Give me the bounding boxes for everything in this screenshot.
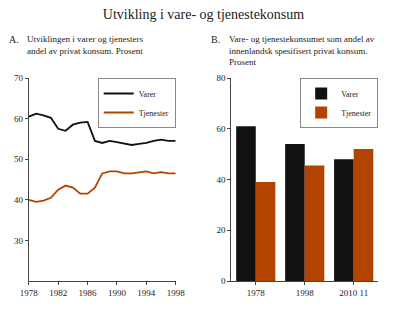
svg-text:Tjenester: Tjenester: [139, 109, 169, 118]
svg-text:Varer: Varer: [139, 90, 157, 99]
svg-text:Tjenester: Tjenester: [341, 109, 371, 118]
svg-text:1998: 1998: [167, 288, 186, 298]
svg-text:80: 80: [216, 73, 226, 83]
svg-text:40: 40: [14, 195, 24, 205]
svg-text:A.: A.: [9, 34, 19, 45]
svg-text:60: 60: [14, 114, 24, 124]
svg-text:B.: B.: [211, 34, 220, 45]
svg-text:1990: 1990: [108, 288, 127, 298]
svg-text:Utviklingen i varer og tjenest: Utviklingen i varer og tjenestersandel a…: [27, 34, 143, 56]
svg-text:20: 20: [216, 225, 226, 235]
svg-text:Utvikling i vare- og tjenestek: Utvikling i vare- og tjenestekonsum: [103, 7, 305, 22]
svg-text:Vare- og tjenestekonsumet som: Vare- og tjenestekonsumet som andel avin…: [229, 34, 375, 67]
svg-text:1978: 1978: [247, 288, 266, 298]
svg-text:1998: 1998: [296, 288, 315, 298]
svg-text:50: 50: [14, 154, 24, 164]
svg-text:Varer: Varer: [341, 90, 359, 99]
svg-text:40: 40: [216, 175, 226, 185]
svg-text:70: 70: [14, 73, 24, 83]
svg-text:2010 11: 2010 11: [339, 288, 368, 298]
svg-text:1982: 1982: [49, 288, 67, 298]
svg-text:1994: 1994: [137, 288, 156, 298]
svg-text:30: 30: [14, 236, 24, 246]
svg-text:1986: 1986: [79, 288, 98, 298]
svg-text:1978: 1978: [20, 288, 39, 298]
svg-text:0: 0: [221, 276, 226, 286]
svg-text:60: 60: [216, 124, 226, 134]
